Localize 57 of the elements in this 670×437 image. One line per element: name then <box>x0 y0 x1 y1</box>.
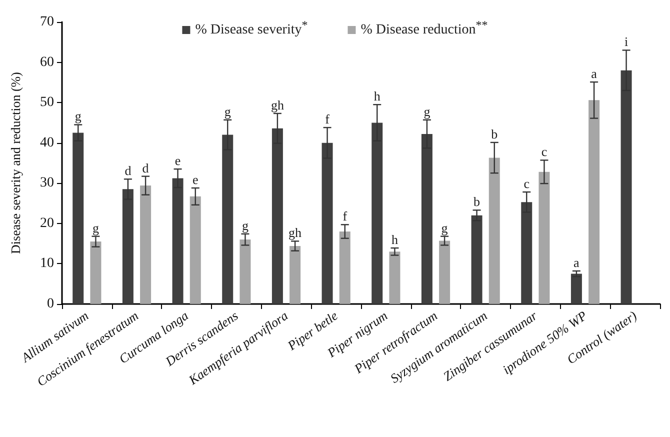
data-label: a <box>574 254 580 270</box>
data-label: f <box>342 208 348 224</box>
y-tick-label: 60 <box>40 54 54 70</box>
data-label: f <box>325 112 330 127</box>
y-tick-label: 0 <box>47 296 54 312</box>
data-label: g <box>441 220 448 236</box>
data-label: b <box>474 194 480 210</box>
bar <box>172 178 184 304</box>
data-label: gh <box>270 97 284 112</box>
y-tick-label: 10 <box>40 256 54 272</box>
data-label: g <box>74 108 82 124</box>
data-label: g <box>424 104 431 119</box>
data-label: gh <box>288 225 302 240</box>
bar <box>389 252 400 304</box>
data-label: i <box>624 34 628 50</box>
data-label: g <box>242 218 249 233</box>
data-label: g <box>92 220 100 236</box>
bar <box>290 246 301 304</box>
bar <box>439 240 450 304</box>
bar <box>421 134 432 304</box>
data-label: c <box>524 176 530 192</box>
data-label: e <box>192 172 198 187</box>
bar <box>620 70 632 304</box>
y-tick-label: 20 <box>40 216 54 231</box>
bar <box>570 274 582 304</box>
data-label: e <box>174 153 181 168</box>
bar <box>538 172 550 304</box>
data-label: d <box>142 160 150 176</box>
data-label: h <box>374 88 381 104</box>
y-tick-label: 70 <box>40 14 54 30</box>
bar <box>240 240 251 304</box>
y-axis-title: Disease severity and reduction (%) <box>8 72 23 254</box>
data-label: b <box>491 126 498 142</box>
bar <box>588 100 600 304</box>
y-tick-label: 30 <box>40 176 54 191</box>
bar <box>521 202 532 304</box>
data-label: h <box>391 232 398 248</box>
bar <box>122 189 134 304</box>
bar <box>272 128 283 304</box>
bar <box>140 186 152 304</box>
bar <box>471 215 482 304</box>
bar <box>488 158 500 304</box>
bar <box>190 196 201 304</box>
bar <box>90 242 102 304</box>
data-label: g <box>224 104 232 119</box>
legend-label: % Disease severity* <box>195 18 308 38</box>
bar <box>339 231 350 304</box>
data-label: a <box>591 66 598 82</box>
bar <box>372 122 383 304</box>
bar <box>222 134 234 304</box>
bar <box>72 132 84 304</box>
data-label: c <box>541 144 548 160</box>
y-tick-label: 40 <box>40 135 54 150</box>
y-tick-label: 50 <box>40 95 54 110</box>
data-label: d <box>124 163 132 178</box>
bar <box>322 142 333 304</box>
legend-label: % Disease reduction** <box>360 18 488 38</box>
